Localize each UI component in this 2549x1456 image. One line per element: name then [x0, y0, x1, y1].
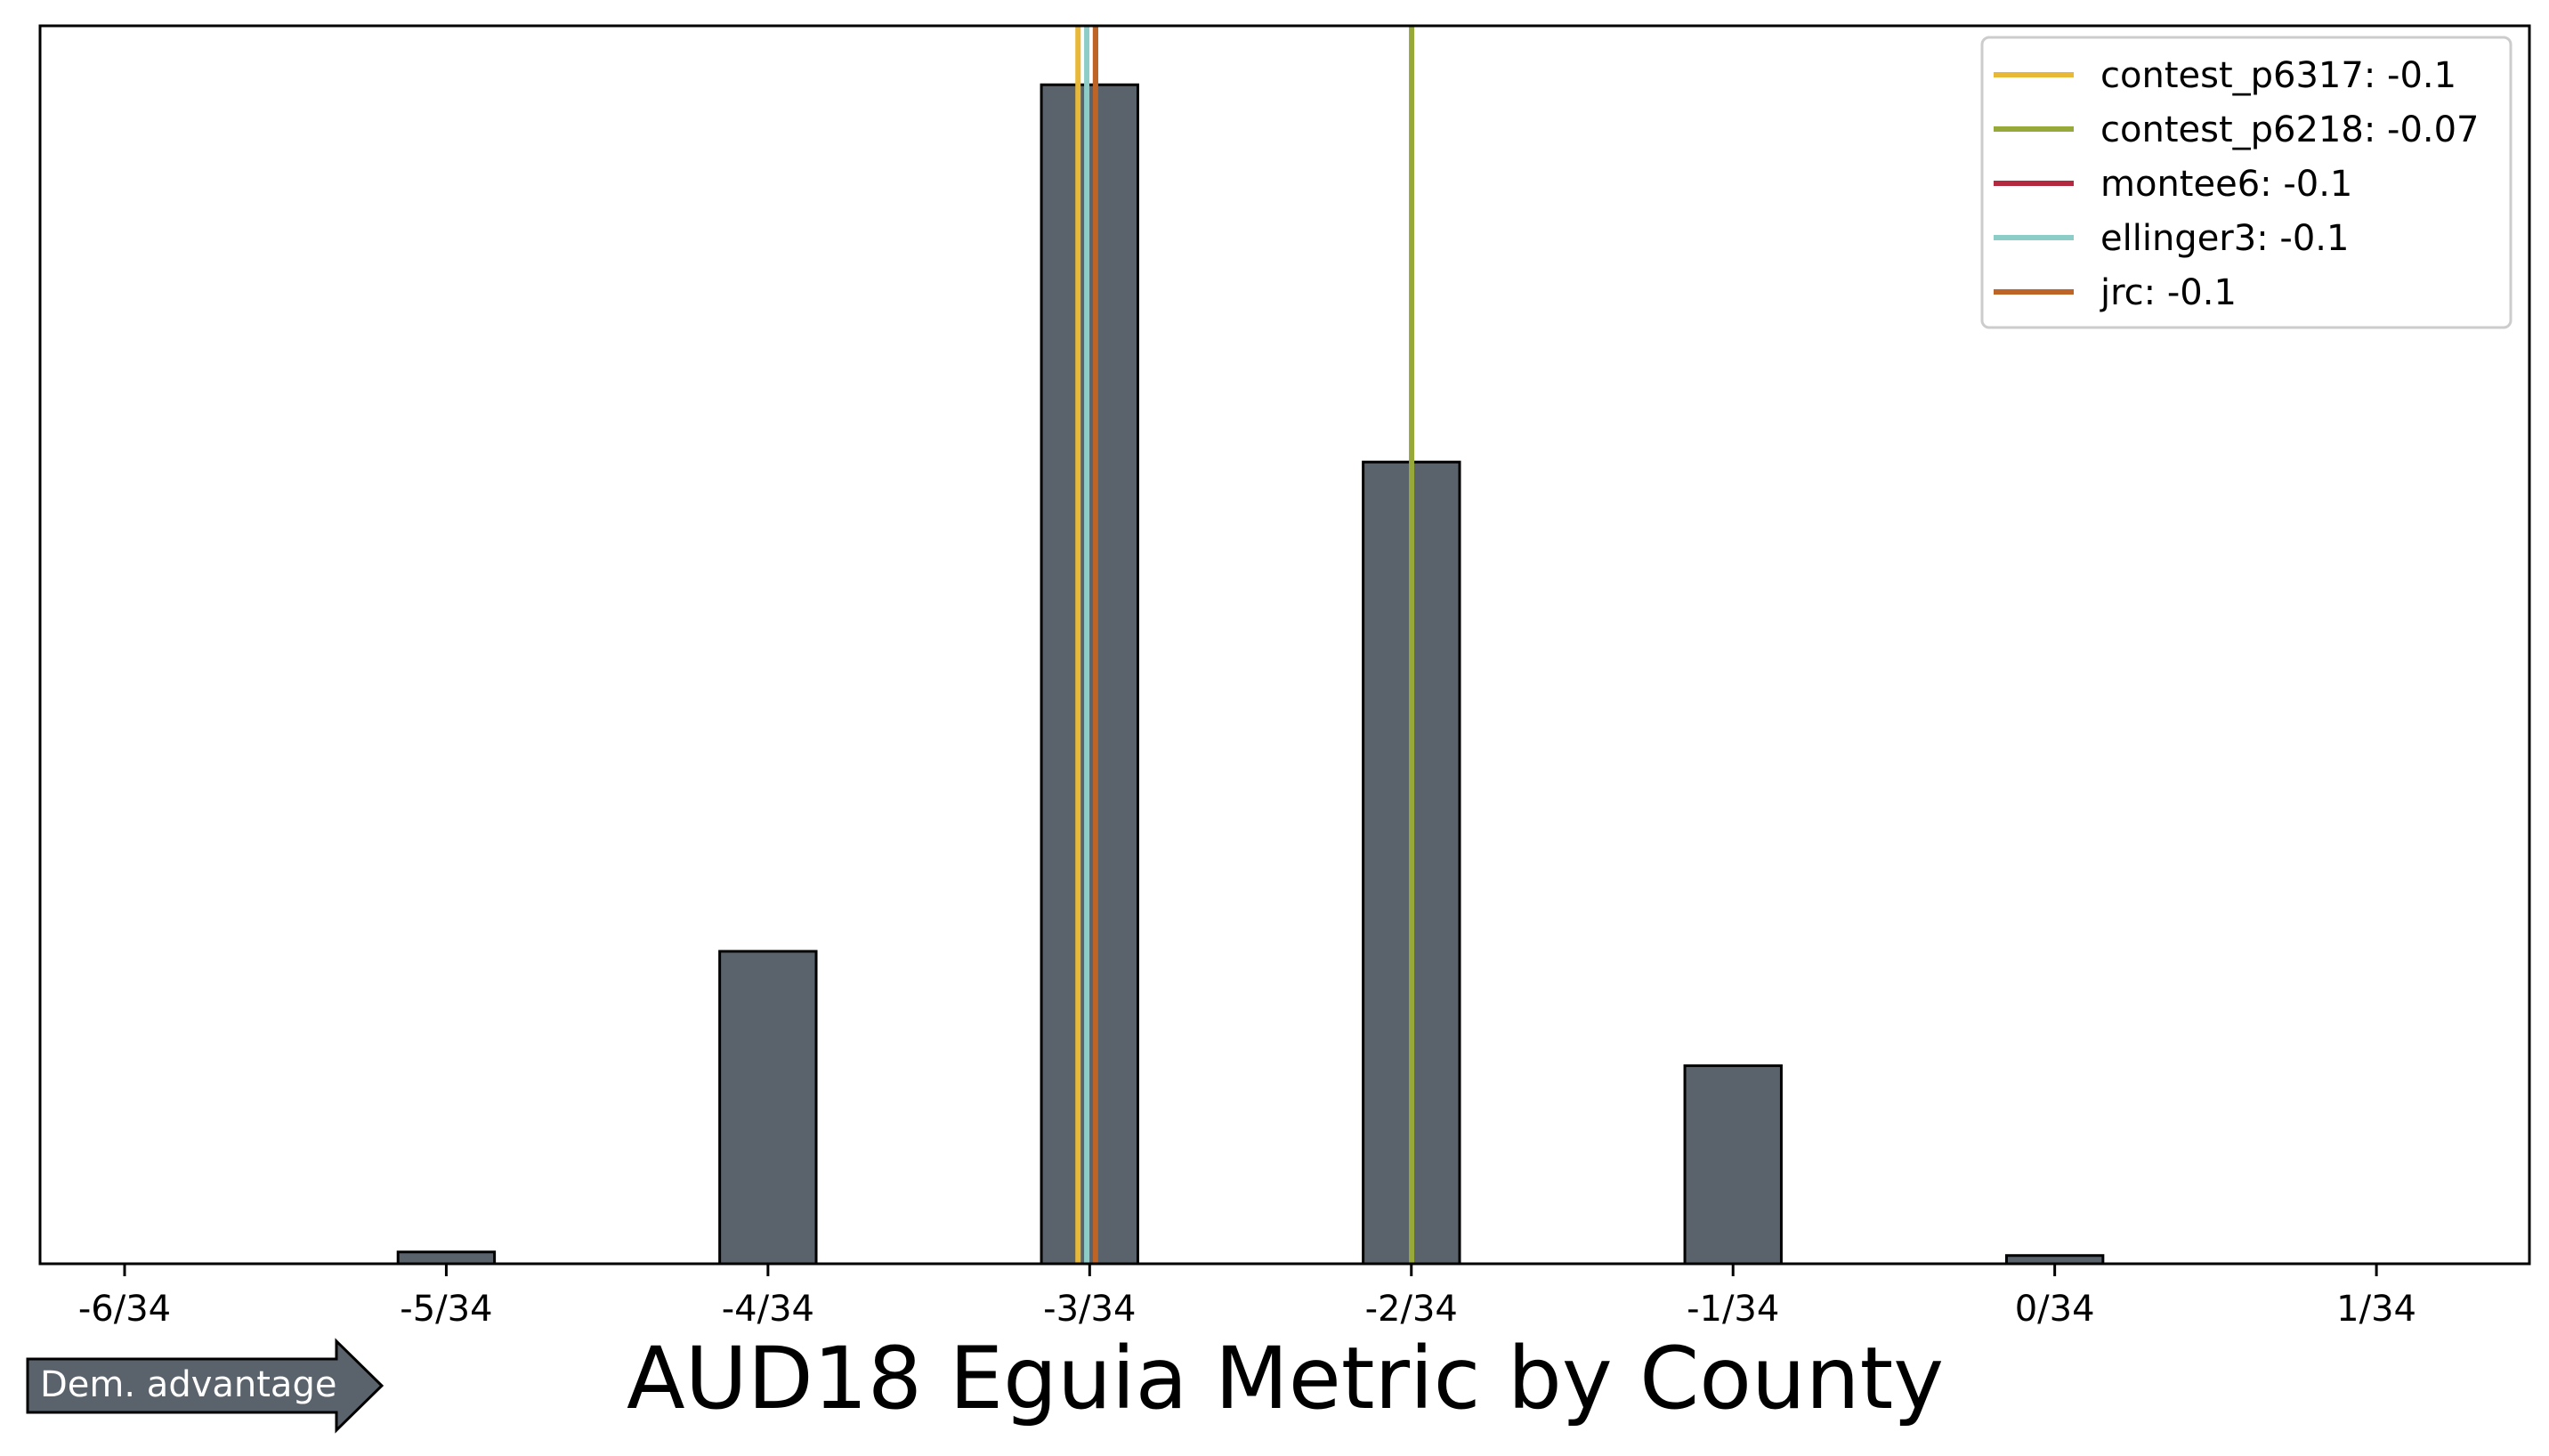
arrow-label: Dem. advantage — [40, 1364, 336, 1405]
legend-label-4: jrc: -0.1 — [2100, 272, 2237, 313]
dem-advantage-arrow: Dem. advantage — [26, 1338, 384, 1434]
legend-label-1: contest_p6218: -0.07 — [2100, 109, 2480, 150]
legend-label-2: montee6: -0.1 — [2100, 164, 2352, 205]
legend-box — [1980, 36, 2513, 329]
x-tick-label-6: 0/34 — [2015, 1289, 2095, 1330]
x-tick-label-4: -2/34 — [1365, 1289, 1458, 1330]
reference-lines-layer — [1075, 26, 1415, 1264]
x-tick-label-3: -3/34 — [1043, 1289, 1136, 1330]
x-axis-ticks: -6/34 -5/34 -4/34 -3/34 -2/34 -1/34 0/34 1/34 — [78, 1264, 2416, 1330]
histogram-bar-4 — [718, 950, 818, 1266]
legend-items: contest_p6317: -0.1 contest_p6218: -0.07 m… — [1994, 55, 2480, 313]
histogram-bar-10 — [1683, 1064, 1783, 1266]
legend: contest_p6317: -0.1 contest_p6218: -0.07 m… — [1980, 36, 2513, 329]
plot-frame — [38, 24, 2531, 1266]
x-tick-label-2: -4/34 — [722, 1289, 814, 1330]
histogram-bar-2 — [396, 1250, 497, 1266]
x-tick-label-0: -6/34 — [78, 1289, 171, 1330]
histogram-bar-6 — [1040, 83, 1139, 1266]
legend-label-0: contest_p6317: -0.1 — [2100, 55, 2456, 96]
chart-title: AUD18 Eguia Metric by County — [627, 1329, 1944, 1428]
x-tick-label-1: -5/34 — [400, 1289, 492, 1330]
x-tick-label-7: 1/34 — [2336, 1289, 2416, 1330]
legend-label-3: ellinger3: -0.1 — [2100, 218, 2349, 259]
arrow-shape — [26, 1338, 384, 1434]
x-tick-label-5: -1/34 — [1687, 1289, 1779, 1330]
